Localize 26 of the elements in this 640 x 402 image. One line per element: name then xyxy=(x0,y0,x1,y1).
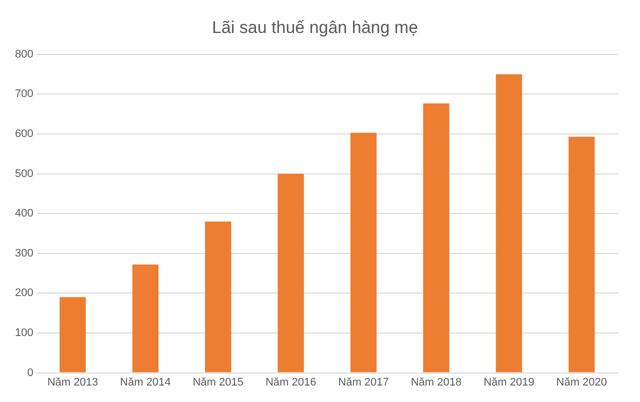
bar xyxy=(423,103,450,372)
bar xyxy=(278,174,304,372)
y-tick-label: 300 xyxy=(14,247,34,260)
y-tick-label: 700 xyxy=(14,88,34,100)
bar xyxy=(132,264,158,372)
x-tick-label: Năm 2018 xyxy=(410,376,462,388)
bar xyxy=(496,74,522,372)
y-tick-label: 400 xyxy=(14,208,34,220)
bar xyxy=(568,136,595,372)
chart-title: Lãi sau thuế ngân hàng mẹ xyxy=(212,18,418,37)
x-tick-label: Năm 2014 xyxy=(120,376,171,388)
x-tick-label: Năm 2016 xyxy=(265,376,316,388)
y-tick-label: 500 xyxy=(14,168,34,180)
x-tick-label: Năm 2019 xyxy=(484,376,534,388)
y-tick-label: 100 xyxy=(14,327,34,340)
bar xyxy=(205,222,232,372)
x-tick-label: Năm 2015 xyxy=(192,376,244,388)
x-tick-label: Năm 2017 xyxy=(338,376,389,388)
bar xyxy=(60,297,86,372)
y-tick-label: 600 xyxy=(14,128,34,140)
y-tick-label: 200 xyxy=(14,287,34,300)
bar xyxy=(350,132,377,372)
y-tick-label: 0 xyxy=(27,366,34,379)
x-tick-label: Năm 2013 xyxy=(47,376,98,388)
x-tick-label: Năm 2020 xyxy=(556,376,608,388)
y-tick-label: 800 xyxy=(14,48,34,60)
